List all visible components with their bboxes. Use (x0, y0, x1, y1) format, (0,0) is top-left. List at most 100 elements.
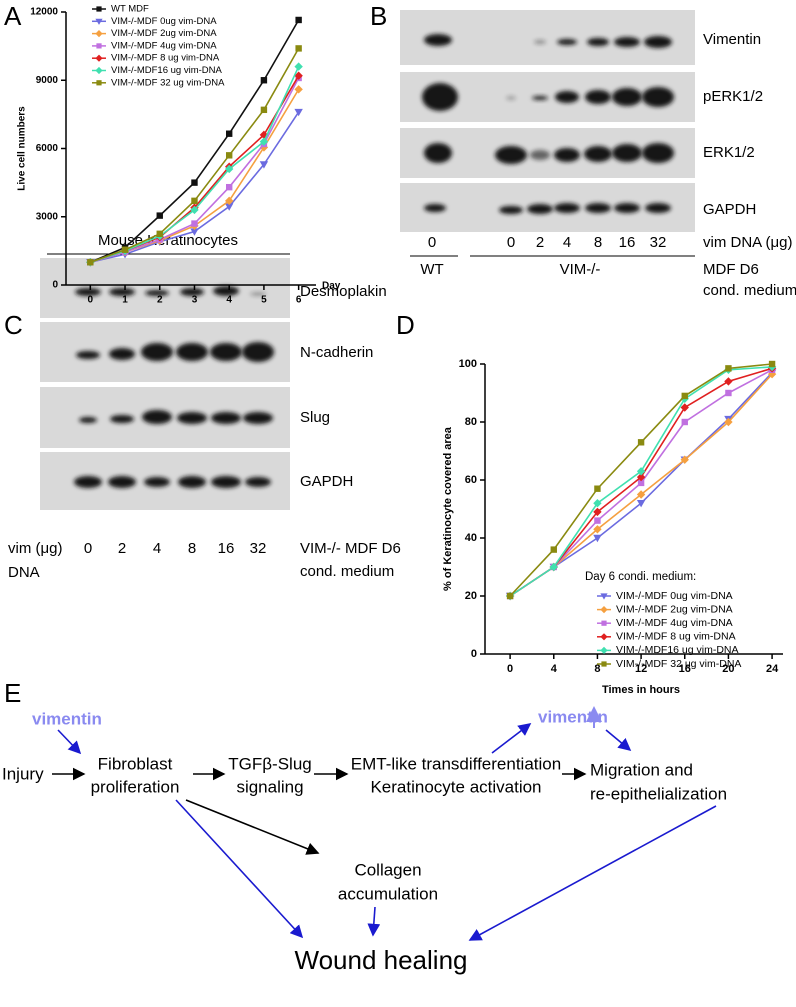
band (211, 476, 241, 488)
marker (593, 499, 602, 508)
band (110, 415, 134, 423)
legend-marker (95, 18, 103, 25)
node-fibroblast: Fibroblast (98, 754, 173, 773)
marker (550, 546, 557, 553)
band (75, 288, 101, 296)
band (534, 40, 546, 44)
marker (294, 62, 303, 71)
x-axis-label: Times in hours (602, 684, 680, 696)
node-tgf: signaling (236, 777, 303, 796)
blot-b: Vimentin pERK1/2 ERK1/2 GAPDH 0 0 2 4 8 … (400, 10, 796, 299)
node-emt: EMT-like transdifferentiation (351, 754, 561, 773)
x-tick-label: 1 (122, 295, 128, 306)
lane-label: 0 (428, 234, 436, 251)
lane-title: vim DNA (μg) (703, 234, 792, 251)
node-vimentin: vimentin (32, 709, 102, 728)
legend-marker (96, 6, 102, 12)
marker (637, 439, 645, 446)
band (587, 38, 609, 46)
arrow (57, 729, 82, 755)
y-tick-label: 3000 (36, 211, 59, 222)
marker (259, 137, 269, 146)
row-label: Desmoplakin (300, 283, 387, 300)
group-label: VIM-/- (560, 261, 601, 278)
marker (724, 377, 733, 386)
band (144, 477, 170, 487)
legend-label: VIM-/-MDF 32 ug vim-DNA (111, 77, 225, 88)
marker (156, 212, 163, 219)
lane-title: DNA (8, 564, 40, 581)
group-label: WT (420, 261, 443, 278)
marker (681, 418, 688, 426)
node-vimentin-up: vimentin (538, 707, 608, 726)
marker (681, 392, 688, 400)
band (555, 91, 579, 103)
band (499, 206, 523, 214)
marker (636, 467, 646, 476)
band (109, 288, 135, 296)
arrow (491, 723, 532, 754)
legend-label: VIM-/-MDF 8 ug vim-DNA (111, 53, 220, 64)
row-label: ERK1/2 (703, 144, 755, 161)
marker (156, 230, 163, 238)
marker (224, 196, 234, 206)
x-tick-label: 6 (296, 295, 302, 306)
legend-marker (95, 30, 103, 38)
marker (725, 365, 732, 372)
x-tick-label: 5 (261, 295, 267, 306)
lane-label: 4 (563, 234, 571, 251)
marker (191, 179, 198, 186)
arrow (367, 906, 381, 937)
band (424, 143, 452, 163)
marker (260, 77, 268, 84)
lane-label: 32 (250, 540, 267, 557)
condition: cond. medium (300, 563, 394, 580)
band (642, 87, 674, 107)
marker (637, 479, 645, 487)
marker (294, 85, 303, 94)
marker (294, 71, 303, 80)
marker (593, 525, 602, 534)
y-axis-label: % of Keratinocyte covered area (442, 426, 454, 591)
legend-label: VIM-/-MDF 0ug vim-DNA (111, 16, 217, 27)
band (141, 343, 173, 361)
panel-label: B (370, 1, 387, 31)
marker (225, 152, 233, 159)
band (612, 88, 642, 106)
y-tick-label: 40 (465, 532, 477, 544)
band (108, 476, 136, 488)
marker (593, 534, 602, 543)
marker (191, 197, 198, 205)
panel-label: A (4, 1, 22, 31)
marker (191, 220, 198, 227)
legend-marker (601, 620, 607, 626)
marker (506, 592, 514, 600)
legend-label: VIM-/-MDF 4ug vim-DNA (111, 40, 217, 51)
band (422, 83, 458, 111)
lane-label: 32 (650, 234, 667, 251)
node-migration: re-epithelialization (590, 784, 727, 803)
marker (594, 485, 601, 492)
legend-marker (600, 606, 608, 614)
row-label: Vimentin (703, 31, 761, 48)
lane-label: 2 (118, 540, 126, 557)
x-tick-label: 24 (766, 663, 779, 675)
row-label: GAPDH (300, 473, 353, 490)
marker (294, 108, 303, 117)
legend-label: VIM-/-MDF16 ug vim-DNA (616, 644, 739, 656)
band (180, 288, 204, 296)
row-label: GAPDH (703, 201, 756, 218)
y-tick-label: 9000 (36, 75, 59, 86)
band (506, 96, 516, 100)
marker (549, 562, 558, 572)
x-tick-label: 4 (226, 295, 232, 306)
band (245, 477, 271, 487)
marker (190, 228, 199, 236)
legend-title: Day 6 condi. medium: (585, 571, 696, 583)
band (424, 34, 452, 46)
x-tick-label: 4 (551, 663, 558, 675)
band (495, 146, 527, 164)
panel-label: E (4, 678, 21, 708)
band (614, 37, 640, 47)
condition: cond. medium (703, 282, 796, 299)
